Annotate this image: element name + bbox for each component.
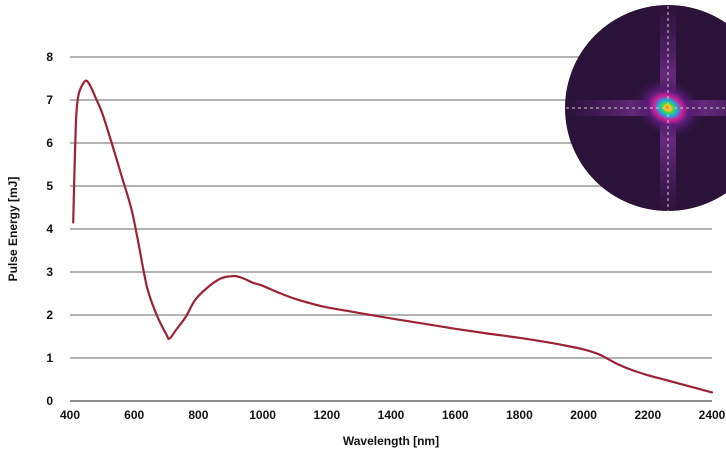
data-point: [551, 342, 553, 344]
data-point: [156, 314, 158, 316]
data-point: [111, 142, 113, 144]
x-tick-label: 1000: [249, 408, 276, 422]
data-point: [175, 329, 177, 331]
y-tick-labels: 0 1 2 3 4 5 6 7 8: [46, 50, 53, 408]
y-tick-label: 2: [46, 308, 53, 322]
data-point: [230, 275, 232, 277]
x-tick-label: 2000: [570, 408, 597, 422]
y-tick-label: 3: [46, 265, 53, 279]
x-tick-label: 400: [60, 408, 80, 422]
data-point: [711, 391, 713, 393]
data-point: [146, 286, 148, 288]
data-point: [80, 86, 82, 88]
data-point: [77, 97, 79, 99]
data-point: [647, 374, 649, 376]
series-line-0: [72, 79, 714, 394]
x-tick-label: 1400: [378, 408, 405, 422]
data-point: [631, 369, 633, 371]
data-point: [262, 285, 264, 287]
data-point: [583, 348, 585, 350]
data-point: [120, 174, 122, 176]
data-point: [242, 277, 244, 279]
data-point: [130, 207, 132, 209]
data-point: [95, 97, 97, 99]
x-axis-title: Wavelength [nm]: [343, 434, 439, 448]
data-point: [236, 275, 238, 277]
data-point: [207, 286, 209, 288]
x-tick-label: 600: [124, 408, 144, 422]
grid-lines: [70, 56, 712, 359]
data-point: [486, 332, 488, 334]
data-point: [390, 317, 392, 319]
x-tick-label: 1800: [506, 408, 533, 422]
data-point: [136, 237, 138, 239]
data-point: [185, 316, 187, 318]
x-tick-labels: 400 600 800 1000 1200 1400 1600 1800 2000 2200 240…: [60, 408, 726, 422]
data-point: [90, 86, 92, 88]
data-point: [518, 337, 520, 339]
data-point: [278, 292, 280, 294]
y-tick-label: 8: [46, 50, 53, 64]
data-point: [615, 362, 617, 364]
x-tick-label: 800: [188, 408, 208, 422]
data-point: [663, 379, 665, 381]
y-tick-label: 6: [46, 136, 53, 150]
data-point: [220, 277, 222, 279]
data-point: [194, 299, 196, 301]
x-tick-label: 1600: [442, 408, 469, 422]
data-point: [101, 112, 103, 114]
x-tick-label: 2400: [699, 408, 726, 422]
data-point: [422, 323, 424, 325]
data-point: [310, 302, 312, 304]
data-point: [358, 312, 360, 314]
data-point: [679, 383, 681, 385]
data-point: [454, 328, 456, 330]
y-tick-label: 0: [46, 394, 53, 408]
data-point: [326, 306, 328, 308]
data-point: [599, 354, 601, 356]
x-tick-label: 1200: [313, 408, 340, 422]
data-point: [72, 222, 74, 224]
data-point: [85, 80, 87, 82]
x-tick-label: 2200: [634, 408, 661, 422]
data-point: [165, 333, 167, 335]
y-tick-label: 4: [46, 222, 53, 236]
data-point: [252, 282, 254, 284]
data-point: [169, 338, 171, 340]
y-tick-label: 1: [46, 351, 53, 365]
beam-profile-inset: [565, 5, 726, 211]
y-axis-title: Pulse Energy [mJ]: [6, 177, 20, 282]
data-point: [294, 298, 296, 300]
data-point: [695, 387, 697, 389]
series-layer: [72, 79, 714, 394]
data-point: [75, 125, 77, 127]
y-tick-label: 7: [46, 93, 53, 107]
y-tick-label: 5: [46, 179, 53, 193]
data-point: [567, 345, 569, 347]
